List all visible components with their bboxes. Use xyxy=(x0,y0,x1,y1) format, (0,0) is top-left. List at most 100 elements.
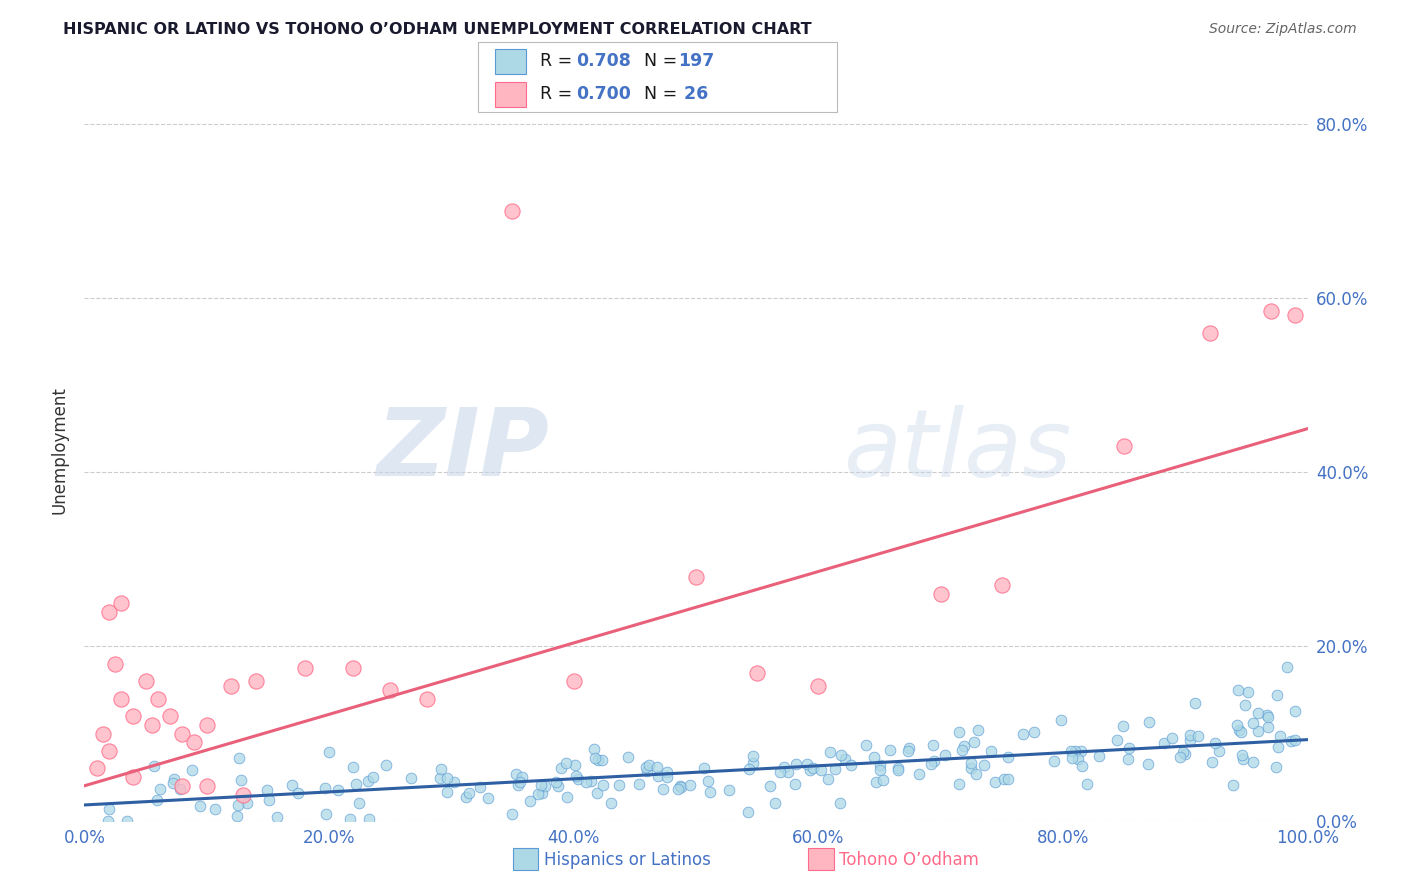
Point xyxy=(651,782,673,797)
Point xyxy=(245,674,267,689)
Point xyxy=(950,743,973,757)
Point xyxy=(824,762,846,776)
Point xyxy=(897,744,920,758)
Point xyxy=(948,777,970,791)
Point xyxy=(583,750,606,764)
Point xyxy=(1226,718,1249,732)
Point xyxy=(1204,736,1226,750)
Point xyxy=(146,793,169,807)
Text: ZIP: ZIP xyxy=(377,404,550,497)
Point xyxy=(181,763,204,777)
Point xyxy=(810,763,832,777)
Point xyxy=(557,789,579,804)
Point xyxy=(763,796,786,810)
Y-axis label: Unemployment: Unemployment xyxy=(51,386,69,515)
Point xyxy=(1187,729,1209,743)
Point xyxy=(502,203,524,218)
Point xyxy=(769,764,792,779)
Point xyxy=(922,754,945,768)
Text: R =: R = xyxy=(540,53,578,70)
Point xyxy=(669,779,692,793)
Point xyxy=(236,796,259,810)
Point xyxy=(773,760,796,774)
Point xyxy=(830,797,852,811)
Point xyxy=(97,814,120,828)
Point xyxy=(1011,726,1033,740)
Point xyxy=(699,785,721,799)
Point xyxy=(887,763,910,777)
Point xyxy=(349,796,371,810)
Point xyxy=(1227,683,1250,698)
Point xyxy=(592,778,614,792)
Point xyxy=(869,763,891,777)
Point xyxy=(1112,719,1135,733)
Point xyxy=(281,778,304,792)
Point xyxy=(454,789,477,804)
Point xyxy=(1118,741,1140,756)
Point xyxy=(1070,744,1092,758)
Point xyxy=(991,578,1014,592)
Point xyxy=(468,780,491,794)
Text: HISPANIC OR LATINO VS TOHONO O’ODHAM UNEMPLOYMENT CORRELATION CHART: HISPANIC OR LATINO VS TOHONO O’ODHAM UNE… xyxy=(63,22,811,37)
Point xyxy=(897,740,920,755)
Text: 197: 197 xyxy=(678,53,714,70)
Point xyxy=(505,767,527,781)
Point xyxy=(1232,752,1254,766)
Point xyxy=(920,756,942,771)
Point xyxy=(785,757,807,772)
Text: N =: N = xyxy=(644,85,683,103)
Point xyxy=(1022,724,1045,739)
Point xyxy=(1247,706,1270,720)
Point xyxy=(738,762,761,776)
Point xyxy=(509,775,531,789)
Point xyxy=(1270,729,1292,743)
Point xyxy=(544,775,567,789)
Text: 26: 26 xyxy=(678,85,709,103)
Point xyxy=(357,774,380,789)
Point xyxy=(146,691,169,706)
Point xyxy=(863,750,886,764)
Point xyxy=(693,761,716,775)
Point xyxy=(1116,752,1139,766)
Point xyxy=(195,779,218,793)
Point xyxy=(141,718,163,732)
Point xyxy=(122,709,145,723)
Text: R =: R = xyxy=(540,85,578,103)
Point xyxy=(973,758,995,772)
Point xyxy=(741,748,763,763)
Point xyxy=(519,794,541,808)
Point xyxy=(110,691,132,706)
Point xyxy=(839,757,862,772)
Point xyxy=(342,760,364,774)
Point xyxy=(830,747,852,762)
Point xyxy=(737,805,759,819)
Point xyxy=(429,772,451,786)
Point xyxy=(162,775,184,789)
Point xyxy=(1247,724,1270,739)
Point xyxy=(97,744,120,758)
Point xyxy=(627,776,650,790)
Point xyxy=(562,674,585,689)
Point xyxy=(550,761,572,775)
Point xyxy=(375,757,398,772)
Point xyxy=(855,738,877,752)
Point xyxy=(1174,747,1197,761)
Point xyxy=(1137,714,1160,729)
Point xyxy=(1260,304,1282,318)
Point xyxy=(555,756,578,770)
Point xyxy=(1241,716,1264,731)
Point xyxy=(582,741,605,756)
Point xyxy=(679,778,702,792)
Point xyxy=(984,775,1007,789)
Point xyxy=(359,812,381,826)
Point xyxy=(266,810,288,824)
Point xyxy=(869,758,891,772)
Point xyxy=(796,757,818,772)
Point xyxy=(1042,754,1064,768)
Point xyxy=(344,777,367,791)
Point xyxy=(97,605,120,619)
Point xyxy=(1173,745,1195,759)
Text: atlas: atlas xyxy=(842,405,1071,496)
Point xyxy=(759,779,782,793)
Point xyxy=(1070,759,1092,773)
